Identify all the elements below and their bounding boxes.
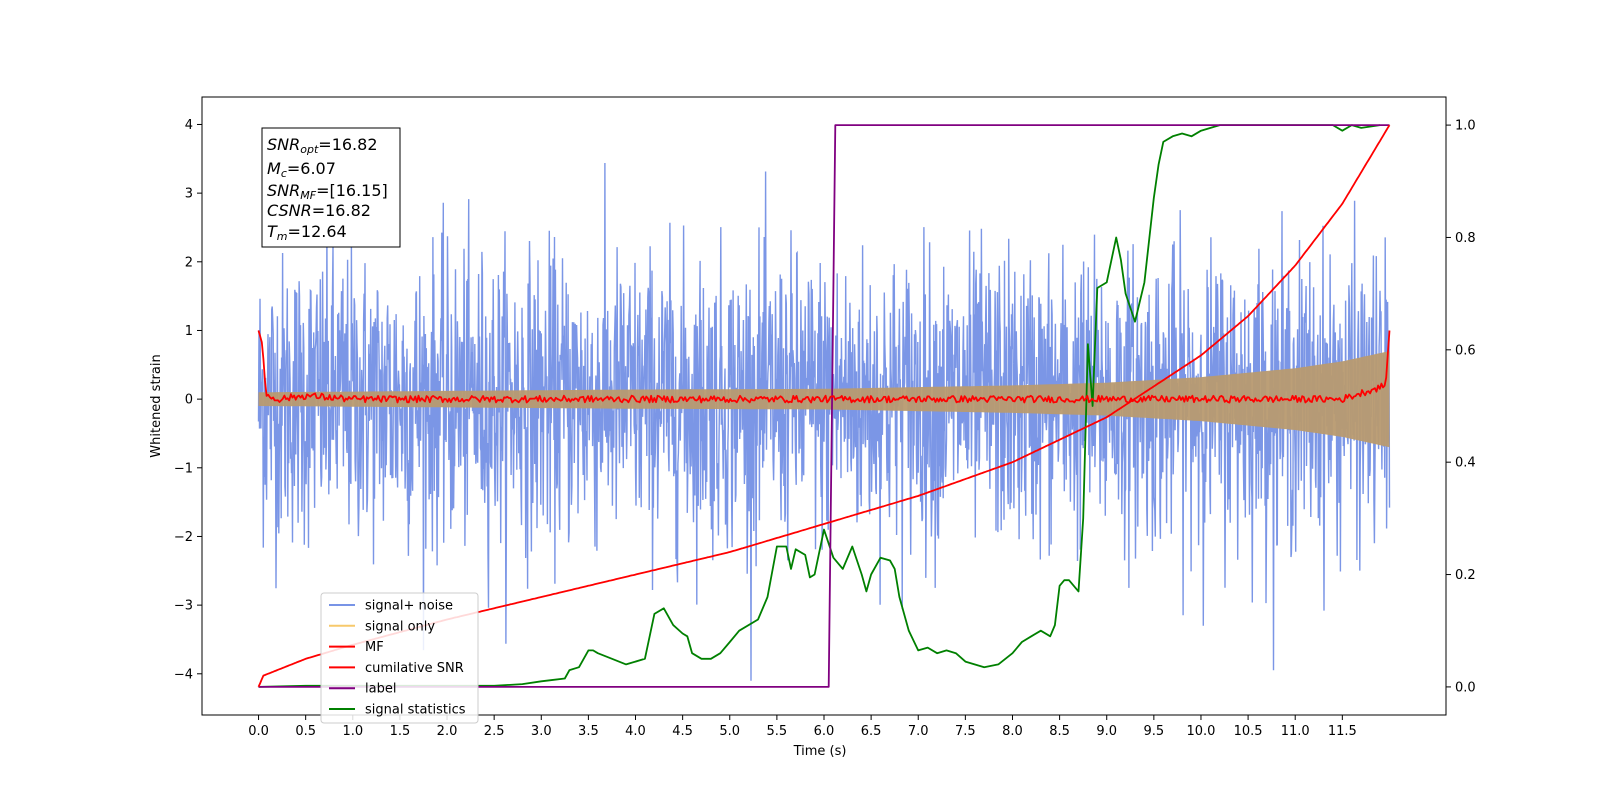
x-axis: 0.0 0.5 1.0 1.5 2.0 2.5 3.0 3.5 4.0 4.5 5.0 5.5 6.0 6… [248, 715, 1357, 739]
x-tick-label: 0.5 [295, 724, 316, 739]
legend: signal+ noise signal only MF cumilative SNR… [320, 592, 479, 724]
y-tick-label-left: −2 [174, 530, 193, 545]
y-tick-label-left: 2 [185, 255, 193, 270]
legend-label: signal statistics [365, 703, 466, 718]
x-tick-label: 1.0 [342, 724, 363, 739]
y-axis-label: Whitened strain [149, 354, 164, 457]
y-tick-label-right: 0.0 [1455, 680, 1476, 695]
x-tick-label: 8.0 [1002, 724, 1023, 739]
x-tick-label: 11.0 [1281, 724, 1310, 739]
y-axis-left: 4 3 2 1 0 −1 −2 −3 −4 [174, 118, 202, 682]
y-tick-label-left: −4 [174, 667, 193, 682]
x-tick-label: 9.5 [1144, 724, 1165, 739]
x-tick-label: 5.5 [767, 724, 788, 739]
x-tick-label: 11.5 [1328, 724, 1357, 739]
x-tick-label: 8.5 [1049, 724, 1070, 739]
x-tick-label: 4.5 [672, 724, 693, 739]
annotation-mc: Mc=6.07 [267, 159, 336, 180]
legend-label: signal+ noise [365, 599, 453, 614]
x-tick-label: 4.0 [625, 724, 646, 739]
x-tick-label: 5.0 [719, 724, 740, 739]
label-line [258, 124, 1390, 688]
annotation-snr-mf: SNRMF=[16.15] [267, 181, 388, 202]
y-tick-label-right: 0.8 [1455, 231, 1476, 246]
annotation-snr-opt: SNRopt=16.82 [267, 135, 378, 156]
y-tick-label-right: 1.0 [1455, 119, 1476, 134]
legend-label: signal only [365, 619, 435, 634]
x-tick-label: 2.0 [437, 724, 458, 739]
mf-line [257, 330, 1391, 404]
y-tick-label-right: 0.2 [1455, 568, 1476, 583]
x-tick-label: 6.0 [814, 724, 835, 739]
legend-label: MF [365, 640, 384, 655]
x-tick-label: 7.5 [955, 724, 976, 739]
y-tick-label-left: 0 [185, 393, 193, 408]
x-tick-label: 3.5 [578, 724, 599, 739]
x-tick-label: 9.0 [1096, 724, 1117, 739]
signal-statistics-line [258, 124, 1381, 688]
y-tick-label-left: −3 [174, 599, 193, 614]
legend-label: cumilative SNR [365, 661, 464, 676]
legend-frame [320, 592, 479, 724]
annotation-box: SNRopt=16.82 Mc=6.07 SNRMF=[16.15] CSNR=… [261, 127, 401, 248]
y-tick-label-right: 0.6 [1455, 343, 1476, 358]
x-tick-label: 10.5 [1234, 724, 1263, 739]
x-tick-label: 10.0 [1186, 724, 1215, 739]
x-tick-label: 6.5 [861, 724, 882, 739]
annotation-tm: Tm=12.64 [267, 222, 347, 243]
y-tick-label-left: 4 [185, 118, 193, 133]
y-tick-label-left: 3 [185, 187, 193, 202]
x-tick-label: 0.0 [248, 724, 269, 739]
x-tick-label: 1.5 [390, 724, 411, 739]
y-tick-label-right: 0.4 [1455, 456, 1476, 471]
y-axis-right: 1.0 0.8 0.6 0.4 0.2 0.0 [1446, 119, 1476, 695]
x-tick-label: 2.5 [484, 724, 505, 739]
x-axis-label: Time (s) [793, 744, 847, 759]
legend-label: label [365, 682, 396, 697]
y-tick-label-left: −1 [174, 461, 193, 476]
x-tick-label: 3.0 [531, 724, 552, 739]
x-tick-label: 7.0 [908, 724, 929, 739]
y-tick-label-left: 1 [185, 324, 193, 339]
annotation-csnr: CSNR=16.82 [267, 201, 371, 220]
annotation-frame [261, 127, 401, 248]
